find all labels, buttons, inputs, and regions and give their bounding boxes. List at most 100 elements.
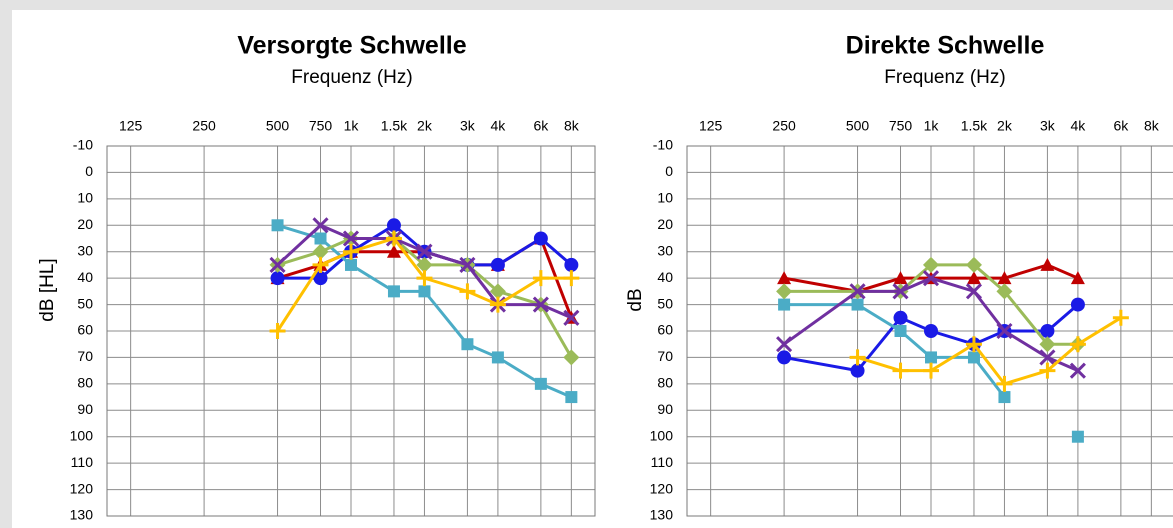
x-tick-label: 1k bbox=[344, 118, 360, 134]
marker bbox=[894, 325, 907, 337]
marker bbox=[996, 375, 1013, 392]
marker bbox=[777, 350, 792, 365]
y-tick-label: 130 bbox=[650, 507, 674, 523]
y-tick-label: 20 bbox=[657, 216, 673, 232]
marker bbox=[564, 257, 579, 272]
marker bbox=[534, 377, 547, 390]
marker bbox=[892, 362, 909, 379]
x-tick-label: 125 bbox=[119, 118, 143, 134]
y-tick-label: 80 bbox=[77, 375, 93, 391]
marker bbox=[387, 285, 400, 298]
x-tick-label: 4k bbox=[491, 118, 507, 134]
x-tick-label: 3k bbox=[460, 118, 476, 134]
marker bbox=[965, 256, 982, 273]
y-tick-label: 130 bbox=[70, 507, 94, 523]
marker bbox=[313, 271, 328, 286]
marker bbox=[459, 283, 476, 300]
y-axis-label: dB bbox=[625, 288, 646, 311]
marker bbox=[996, 283, 1013, 300]
marker bbox=[563, 349, 580, 366]
marker bbox=[489, 283, 506, 300]
chart-subtitle: Frequenz (Hz) bbox=[884, 67, 1005, 88]
marker bbox=[892, 283, 909, 300]
marker bbox=[1040, 257, 1055, 271]
x-tick-label: 1k bbox=[924, 118, 940, 134]
marker bbox=[1039, 336, 1056, 353]
x-tick-label: 6k bbox=[533, 118, 549, 134]
marker bbox=[850, 363, 865, 378]
series-line bbox=[783, 263, 1079, 293]
marker bbox=[532, 270, 549, 287]
plot-border bbox=[106, 145, 596, 517]
y-tick-label: 110 bbox=[71, 454, 94, 470]
marker bbox=[965, 336, 982, 353]
marker bbox=[270, 271, 285, 286]
marker bbox=[1112, 309, 1129, 326]
chart-title: Versorgte Schwelle bbox=[237, 32, 466, 60]
x-tick-label: 1.5k bbox=[961, 118, 988, 134]
marker bbox=[461, 338, 474, 351]
x-tick-label: 500 bbox=[266, 118, 290, 134]
marker bbox=[312, 256, 329, 273]
series-line bbox=[783, 303, 1079, 373]
marker bbox=[965, 283, 983, 300]
marker bbox=[924, 324, 938, 338]
y-axis-label: dB [HL] bbox=[37, 258, 58, 321]
marker bbox=[489, 296, 506, 313]
marker bbox=[385, 230, 402, 247]
x-tick-label: 750 bbox=[889, 118, 913, 134]
marker bbox=[1069, 362, 1086, 379]
x-tick-label: 1.5k bbox=[381, 118, 408, 134]
y-tick-label: 40 bbox=[77, 269, 93, 285]
x-tick-label: 2k bbox=[997, 118, 1013, 134]
y-tick-label: 80 bbox=[657, 375, 673, 391]
y-tick-label: 10 bbox=[657, 190, 673, 206]
marker bbox=[778, 298, 791, 311]
marker bbox=[1069, 336, 1086, 353]
marker bbox=[849, 283, 866, 300]
x-tick-label: 8k bbox=[1144, 118, 1160, 134]
y-tick-label: 20 bbox=[77, 216, 93, 232]
marker bbox=[416, 270, 433, 287]
marker bbox=[893, 271, 908, 285]
y-tick-label: 30 bbox=[77, 242, 93, 258]
marker bbox=[533, 231, 548, 246]
x-tick-label: 8k bbox=[564, 118, 580, 134]
x-tick-label: 4k bbox=[1071, 118, 1087, 134]
y-tick-label: -10 bbox=[73, 137, 93, 153]
marker bbox=[563, 309, 580, 326]
y-tick-label: 0 bbox=[85, 163, 93, 179]
marker bbox=[997, 271, 1012, 285]
marker bbox=[490, 257, 505, 272]
marker bbox=[271, 219, 284, 232]
marker bbox=[776, 336, 793, 353]
x-tick-label: 250 bbox=[192, 118, 216, 134]
marker bbox=[849, 349, 866, 366]
marker bbox=[996, 322, 1013, 340]
y-tick-label: 90 bbox=[77, 401, 93, 417]
marker bbox=[1070, 271, 1085, 285]
marker bbox=[312, 217, 329, 234]
y-tick-label: 100 bbox=[70, 427, 94, 443]
x-tick-label: 250 bbox=[772, 118, 796, 134]
chart-title: Direkte Schwelle bbox=[846, 32, 1045, 60]
marker bbox=[343, 243, 359, 260]
marker bbox=[386, 218, 401, 233]
marker bbox=[314, 232, 327, 245]
y-tick-label: 70 bbox=[77, 348, 93, 364]
y-tick-label: 30 bbox=[657, 242, 673, 258]
marker bbox=[1071, 430, 1084, 443]
marker bbox=[418, 285, 431, 298]
marker bbox=[459, 256, 476, 273]
marker bbox=[1039, 362, 1056, 379]
marker bbox=[532, 296, 549, 313]
y-tick-label: 0 bbox=[665, 163, 673, 179]
marker bbox=[925, 351, 937, 364]
marker bbox=[923, 256, 939, 273]
x-tick-label: 3k bbox=[1040, 118, 1056, 134]
chart-subtitle: Frequenz (Hz) bbox=[291, 67, 412, 88]
marker bbox=[563, 270, 580, 287]
marker bbox=[416, 256, 433, 273]
